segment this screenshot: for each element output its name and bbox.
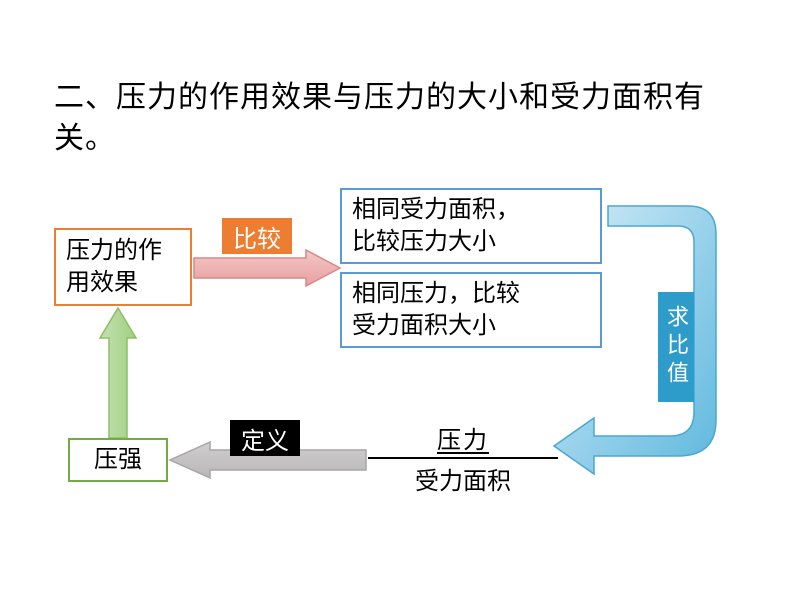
node-compare-b: 相同压力，比较 受力面积大小 — [340, 272, 602, 348]
node-effect: 压力的作 用效果 — [54, 228, 192, 306]
node-compare-b-text: 相同压力，比较 受力面积大小 — [352, 278, 520, 343]
node-pressure: 压强 — [68, 438, 168, 482]
arrow-compare — [194, 250, 340, 286]
fraction-pressure: 压力 受力面积 — [368, 420, 558, 496]
label-define: 定义 — [230, 420, 300, 456]
node-compare-a: 相同受力面积， 比较压力大小 — [340, 188, 602, 264]
arrow-effect-up — [100, 308, 136, 438]
label-ratio: 求比值 — [658, 292, 694, 402]
section-title: 二、压力的作用效果与压力的大小和受力面积有关。 — [54, 78, 734, 159]
label-compare: 比较 — [222, 218, 292, 254]
node-effect-text: 压力的作 用效果 — [66, 235, 162, 300]
node-compare-a-text: 相同受力面积， 比较压力大小 — [352, 194, 520, 259]
node-pressure-text: 压强 — [94, 444, 142, 476]
fraction-denominator: 受力面积 — [368, 459, 558, 496]
fraction-numerator: 压力 — [368, 420, 558, 459]
